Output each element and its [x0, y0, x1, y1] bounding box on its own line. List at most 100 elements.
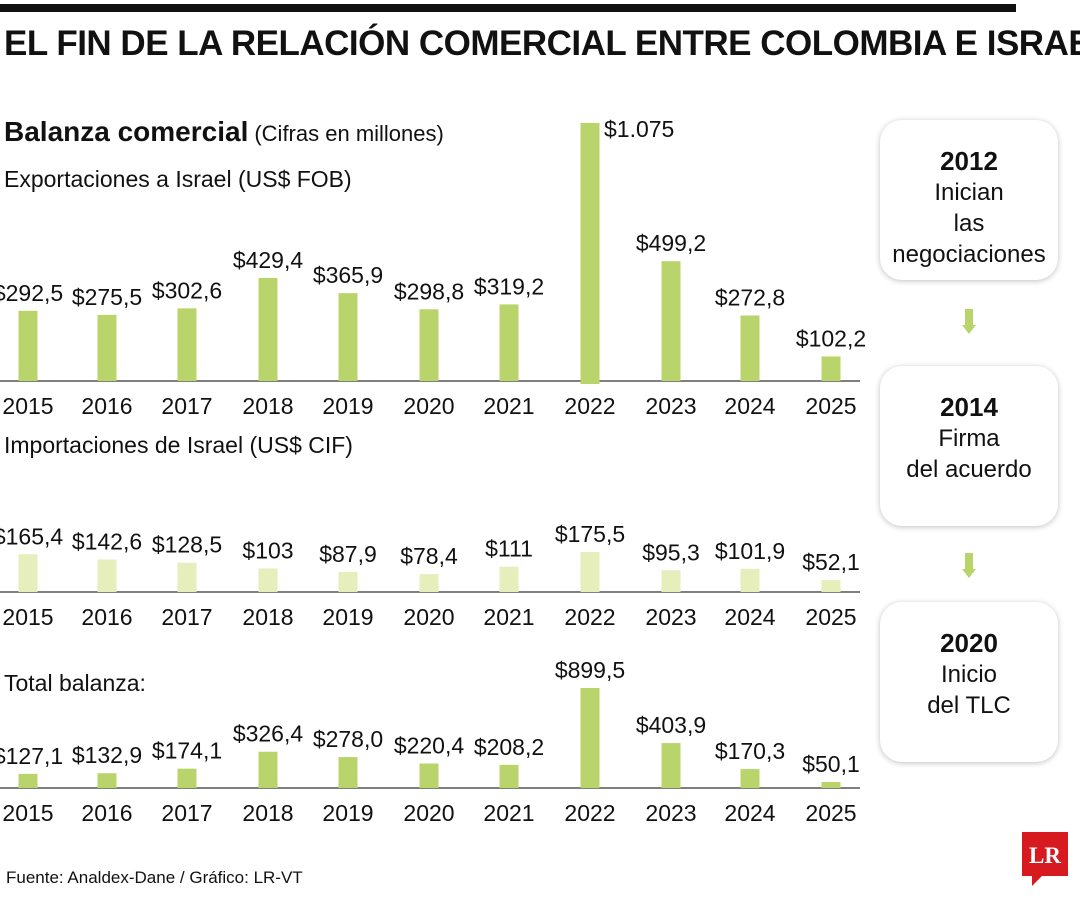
exports-tick-label: 2019 — [322, 393, 373, 419]
imports-tick-label: 2015 — [2, 604, 53, 630]
svg-text:LR: LR — [1029, 843, 1061, 868]
total-bar — [258, 751, 278, 788]
total-bar — [419, 763, 439, 788]
imports-value-label: $142,6 — [72, 528, 142, 554]
lr-logo: LR — [1022, 832, 1068, 886]
imports-value-label: $95,3 — [642, 539, 700, 565]
imports-value-label: $103 — [242, 538, 293, 564]
imports-bar — [18, 554, 38, 592]
imports-bar — [338, 571, 358, 592]
imports-bar — [499, 566, 519, 592]
section-note: (Cifras en millones) — [254, 121, 444, 146]
exports-bar — [338, 293, 358, 381]
imports-tick-label: 2023 — [645, 604, 696, 630]
timeline-year: 2014 — [940, 392, 998, 422]
imports-tick-label: 2016 — [81, 604, 132, 630]
exports-value-label: $499,2 — [636, 230, 706, 256]
total-value-label: $278,0 — [313, 726, 383, 752]
timeline-arrow-icon — [962, 553, 976, 578]
imports-bar — [661, 570, 681, 592]
exports-tick-label: 2024 — [724, 393, 775, 419]
total-tick-label: 2023 — [645, 800, 696, 826]
exports-value-label: $429,4 — [233, 247, 304, 273]
exports-bar — [499, 304, 519, 381]
timeline-text-line: del acuerdo — [906, 456, 1032, 483]
imports-tick-label: 2022 — [564, 604, 615, 630]
exports-bar — [740, 315, 760, 381]
imports-bar — [580, 552, 600, 592]
imports-bar — [419, 574, 439, 592]
imports-value-label: $78,4 — [400, 543, 458, 569]
total-tick-label: 2019 — [322, 800, 373, 826]
timeline-text-line: las negociaciones — [892, 210, 1046, 268]
top-rule — [0, 4, 1016, 12]
total-tick-label: 2022 — [564, 800, 615, 826]
total-value-label: $220,4 — [394, 732, 465, 758]
exports-bar — [97, 314, 117, 381]
exports-bar — [419, 309, 439, 381]
timeline-year: 2012 — [940, 146, 998, 176]
total-tick-label: 2020 — [403, 800, 454, 826]
total-bar — [177, 768, 197, 788]
total-bar — [821, 782, 841, 788]
exports-tick-label: 2020 — [403, 393, 454, 419]
total-value-label: $208,2 — [474, 734, 544, 760]
exports-tick-label: 2016 — [81, 393, 132, 419]
timeline-text-line: del TLC — [927, 692, 1011, 719]
exports-chart-title: Exportaciones a Israel (US$ FOB) — [4, 166, 352, 192]
exports-value-label: $298,8 — [394, 278, 464, 304]
imports-value-label: $101,9 — [715, 538, 785, 564]
total-value-label: $326,4 — [233, 721, 304, 747]
exports-value-label: $365,9 — [313, 262, 383, 288]
timeline-item-2014: 2014 Firma del acuerdo — [880, 366, 1058, 526]
source-note: Fuente: Analdex-Dane / Gráfico: LR-VT — [6, 868, 303, 887]
imports-tick-label: 2020 — [403, 604, 454, 630]
timeline-arrow-icon — [962, 309, 976, 334]
total-tick-label: 2021 — [483, 800, 534, 826]
exports-value-label: $1.075 — [604, 116, 674, 142]
timeline-text-line: Firma — [938, 425, 1000, 452]
total-bar — [338, 757, 358, 788]
exports-value-label: $102,2 — [796, 325, 866, 351]
exports-bar — [661, 261, 681, 381]
imports-tick-label: 2025 — [805, 604, 856, 630]
imports-bar — [97, 559, 117, 592]
imports-bar — [821, 580, 841, 592]
exports-bar — [18, 310, 38, 381]
total-value-label: $50,1 — [802, 751, 860, 777]
timeline-item-2012: 2012 Inician las negociaciones — [880, 120, 1058, 280]
total-value-label: $403,9 — [636, 712, 706, 738]
total-tick-label: 2018 — [242, 800, 293, 826]
page-title: EL FIN DE LA RELACIÓN COMERCIAL ENTRE CO… — [4, 24, 1080, 63]
exports-tick-label: 2021 — [483, 393, 534, 419]
imports-value-label: $175,5 — [555, 521, 625, 547]
total-tick-label: 2017 — [161, 800, 212, 826]
total-chart-title: Total balanza: — [4, 670, 146, 696]
exports-tick-label: 2017 — [161, 393, 212, 419]
total-value-label: $170,3 — [715, 738, 785, 764]
section-heading: Balanza comercial (Cifras en millones) — [4, 116, 444, 148]
timeline-text-line: Inicio — [940, 661, 998, 688]
exports-tick-label: 2018 — [242, 393, 293, 419]
imports-value-label: $128,5 — [152, 532, 222, 558]
exports-tick-label: 2023 — [645, 393, 696, 419]
exports-tick-label: 2025 — [805, 393, 856, 419]
exports-tick-label: 2015 — [2, 393, 53, 419]
total-value-label: $899,5 — [555, 657, 625, 683]
imports-chart-title: Importaciones de Israel (US$ CIF) — [4, 432, 353, 458]
total-bar — [97, 773, 117, 788]
exports-value-label: $319,2 — [474, 273, 544, 299]
timeline-item-2020: 2020 Inicio del TLC — [880, 602, 1058, 762]
imports-value-label: $111 — [485, 536, 533, 562]
imports-tick-label: 2018 — [242, 604, 293, 630]
exports-bar — [821, 356, 841, 381]
total-value-label: $127,1 — [0, 743, 63, 769]
exports-bar — [258, 277, 278, 381]
imports-tick-label: 2021 — [483, 604, 534, 630]
imports-tick-label: 2017 — [161, 604, 212, 630]
exports-value-label: $272,8 — [715, 285, 785, 311]
imports-value-label: $52,1 — [802, 549, 860, 575]
total-bar — [499, 764, 519, 788]
exports-bar — [580, 123, 600, 384]
